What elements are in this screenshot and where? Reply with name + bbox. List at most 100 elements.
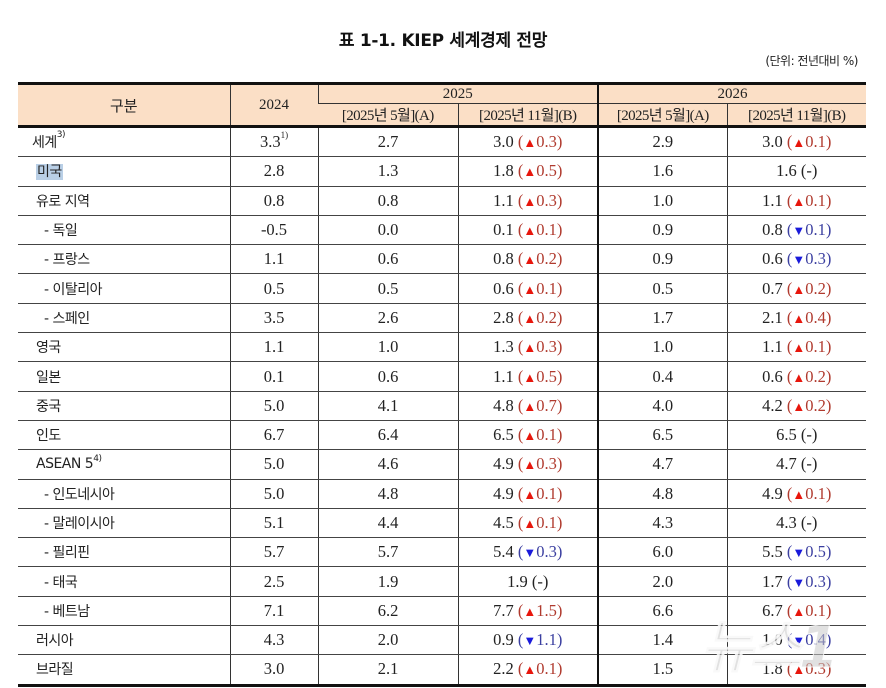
- cell-2026-may: 1.6: [597, 156, 727, 187]
- revised-value: 2.1: [762, 307, 783, 327]
- change-up: (▲0.3): [517, 190, 563, 210]
- row-label: 인도: [36, 428, 61, 445]
- cell-2026-may: 2.9: [597, 126, 727, 158]
- cell-2025-nov: 2.8 (▲0.2): [457, 303, 598, 334]
- cell-2025-nov: 0.8 (▲0.2): [457, 244, 598, 275]
- change-up: (▲0.1): [786, 337, 832, 357]
- cell-2026-nov: 1.7 (▼0.3): [726, 566, 866, 597]
- change-down: (▼0.5): [786, 542, 832, 562]
- row-label: 유로 지역: [36, 193, 90, 210]
- revised-value: 4.7: [776, 454, 797, 474]
- cell-2025-may: 1.9: [317, 566, 458, 597]
- table-row: 러시아 4.3 2.0 0.9 (▼1.1) 1.4 1.0 (▼0.4): [18, 625, 866, 656]
- change-up: (▲0.1): [786, 132, 832, 152]
- row-label: - 베트남: [44, 603, 90, 620]
- cell-2025-nov: 1.8 (▲0.5): [457, 156, 598, 187]
- triangle-down-icon: ▼: [792, 574, 806, 590]
- row-label: - 이탈리아: [44, 281, 103, 298]
- cell-category: - 필리핀: [18, 537, 230, 568]
- cell-2026-nov: 6.5 (-): [726, 420, 866, 451]
- cell-2025-nov: 1.3 (▲0.3): [457, 332, 598, 363]
- change-down: (▼0.4): [786, 630, 832, 650]
- revised-value: 1.1: [493, 190, 514, 210]
- revised-value: 0.6: [493, 278, 514, 298]
- cell-2025-nov: 7.7 (▲1.5): [457, 596, 598, 627]
- change-up: (▲0.2): [517, 307, 563, 327]
- cell-2026-may: 1.0: [597, 332, 727, 363]
- revised-value: 1.0: [762, 630, 783, 650]
- table-row: 영국 1.1 1.0 1.3 (▲0.3) 1.0 1.1 (▲0.1): [18, 332, 866, 363]
- cell-2026-may: 4.8: [597, 479, 727, 509]
- change-up: (▲0.4): [786, 307, 832, 327]
- cell-2024: 5.7: [229, 537, 318, 568]
- row-label: - 스페인: [44, 310, 90, 327]
- cell-category: - 이탈리아: [18, 273, 230, 304]
- cell-2026-nov: 4.2 (▲0.2): [726, 391, 866, 421]
- triangle-up-icon: ▲: [792, 486, 806, 502]
- revised-value: 4.8: [493, 395, 514, 415]
- triangle-up-icon: ▲: [523, 135, 537, 151]
- cell-category: 러시아: [18, 625, 230, 656]
- change-up: (▲0.2): [786, 395, 832, 415]
- economic-outlook-table: 구분 2024 2025 2026 [2025년 5월](A) [2025년 1…: [18, 82, 866, 687]
- header-2025: 2025: [317, 82, 598, 104]
- table-row: - 말레이시아 5.1 4.4 4.5 (▲0.1) 4.3 4.3 (-): [18, 508, 866, 539]
- cell-2025-may: 6.2: [317, 596, 458, 627]
- cell-2025-may: 4.8: [317, 479, 458, 509]
- triangle-up-icon: ▲: [523, 662, 537, 678]
- cell-2025-nov: 3.0 (▲0.3): [457, 126, 598, 158]
- cell-2026-nov: 2.1 (▲0.4): [726, 303, 866, 334]
- revised-value: 6.7: [762, 600, 783, 620]
- cell-2024: 7.1: [229, 596, 318, 627]
- change-up: (▲1.5): [517, 600, 563, 620]
- row-label: 미국: [36, 164, 63, 181]
- triangle-up-icon: ▲: [523, 486, 537, 502]
- cell-2025-nov: 0.9 (▼1.1): [457, 625, 598, 656]
- cell-2025-may: 4.4: [317, 508, 458, 539]
- cell-2026-may: 4.3: [597, 508, 727, 539]
- revised-value: 6.5: [493, 425, 514, 445]
- revised-value: 1.7: [762, 571, 783, 591]
- revised-value: 0.7: [762, 278, 783, 298]
- change-up: (▲0.1): [786, 483, 832, 503]
- revised-value: 1.3: [493, 337, 514, 357]
- change-down: (▼0.3): [517, 542, 563, 562]
- cell-category: 영국: [18, 332, 230, 363]
- cell-2026-may: 1.7: [597, 303, 727, 334]
- triangle-up-icon: ▲: [792, 310, 806, 326]
- cell-2024: 5.0: [229, 479, 318, 509]
- header-2025-nov: [2025년 11월](B): [457, 103, 598, 128]
- revised-value: 4.2: [762, 395, 783, 415]
- triangle-up-icon: ▲: [792, 398, 806, 414]
- change-down: (▼0.3): [786, 571, 832, 591]
- revised-value: 1.6: [776, 161, 797, 181]
- cell-2025-nov: 1.9 (-): [457, 566, 598, 597]
- cell-category: 세계3): [18, 126, 230, 158]
- row-label: 러시아: [36, 633, 74, 650]
- change-up: (▲0.2): [786, 366, 832, 386]
- row-label: 일본: [36, 369, 61, 386]
- cell-2026-may: 6.0: [597, 537, 727, 568]
- cell-2024: 3.5: [229, 303, 318, 334]
- revised-value: 4.5: [493, 513, 514, 532]
- cell-2024: 5.0: [229, 449, 318, 480]
- cell-2025-may: 5.7: [317, 537, 458, 568]
- cell-2024: 3.0: [229, 654, 318, 687]
- cell-2025-nov: 0.1 (▲0.1): [457, 215, 598, 246]
- table-row: 인도 6.7 6.4 6.5 (▲0.1) 6.5 6.5 (-): [18, 420, 866, 451]
- table-title: 표 1-1. KIEP 세계경제 전망: [338, 31, 548, 51]
- cell-2025-may: 1.0: [317, 332, 458, 363]
- table-row: - 인도네시아 5.0 4.8 4.9 (▲0.1) 4.8 4.9 (▲0.1): [18, 479, 866, 509]
- cell-category: - 독일: [18, 215, 230, 246]
- revised-value: 0.1: [493, 220, 514, 240]
- revised-value: 2.2: [493, 659, 514, 679]
- cell-2025-may: 0.6: [317, 361, 458, 392]
- cell-2026-may: 1.0: [597, 186, 727, 216]
- table-row: - 태국 2.5 1.9 1.9 (-) 2.0 1.7 (▼0.3): [18, 566, 866, 597]
- triangle-up-icon: ▲: [523, 398, 537, 414]
- change-down: (▼0.1): [786, 220, 832, 240]
- change-none: (-): [800, 513, 818, 532]
- revised-value: 5.5: [762, 542, 783, 562]
- cell-2025-nov: 4.9 (▲0.1): [457, 479, 598, 509]
- cell-2024: 3.31): [229, 126, 318, 158]
